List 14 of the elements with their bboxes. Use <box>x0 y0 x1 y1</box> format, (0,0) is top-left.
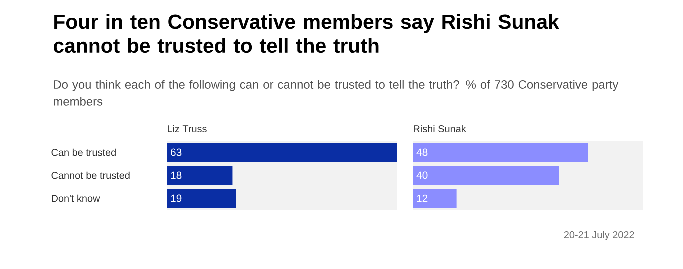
series-label: Liz Truss <box>168 125 207 133</box>
chart-subtitle: Do you think each of the following can or cannot be trusted to tell the truth? % of 730 Conservative party members <box>54 80 619 106</box>
data-label: 63 <box>171 148 182 156</box>
data-label: 40 <box>416 172 428 180</box>
data-label: 18 <box>171 172 182 180</box>
series-label: Rishi Sunak <box>414 125 466 133</box>
data-label: 12 <box>417 194 428 202</box>
y-tick-label: Cannot be trusted <box>52 172 130 180</box>
y-tick-label: Can be trusted <box>52 148 116 156</box>
data-label: 19 <box>171 194 182 202</box>
data-label: 48 <box>416 148 428 156</box>
chart-title: Four in ten Conservative members say Rishi Sunak cannot be trusted to tell the truth <box>54 14 560 54</box>
text: 20-21 July 2022 <box>564 231 634 240</box>
y-tick-label: Don't know <box>52 194 100 202</box>
